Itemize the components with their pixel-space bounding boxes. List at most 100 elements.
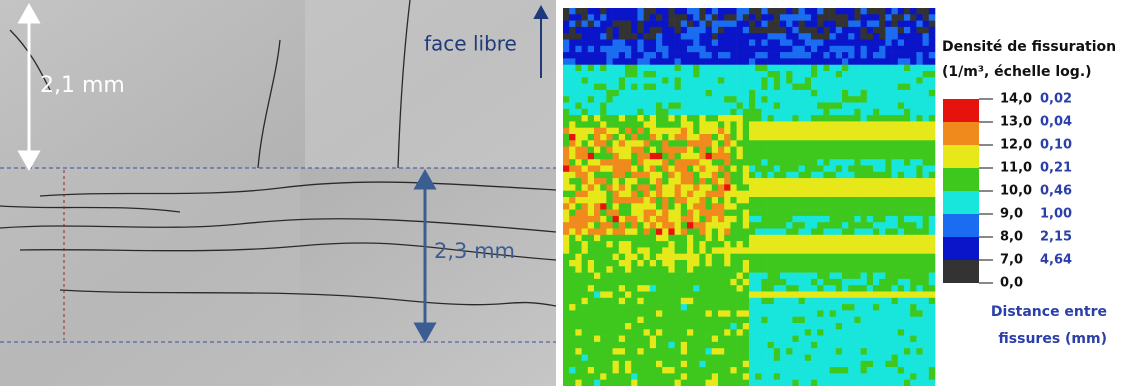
heatmap-cell: [916, 8, 923, 15]
heatmap-cell: [817, 8, 824, 15]
heatmap-cell: [854, 278, 861, 286]
heatmap-cell: [891, 247, 899, 254]
heatmap-cell: [873, 234, 880, 242]
heatmap-cell: [885, 272, 892, 280]
heatmap-cell: [668, 297, 675, 305]
heatmap-cell: [773, 341, 781, 349]
heatmap-cell: [891, 354, 899, 362]
heatmap-cell: [612, 20, 620, 28]
heatmap-cell: [792, 234, 799, 242]
heatmap-cell: [854, 45, 861, 53]
heatmap-cell: [631, 247, 638, 254]
heatmap-cell: [637, 203, 644, 210]
heatmap-cell: [693, 297, 700, 305]
heatmap-cell: [581, 266, 589, 273]
heatmap-cell: [804, 45, 812, 53]
heatmap-cell: [581, 304, 589, 311]
heatmap-cell: [922, 64, 930, 72]
heatmap-cell: [656, 373, 663, 380]
heatmap-cell: [792, 64, 799, 72]
heatmap-cell: [767, 14, 775, 21]
heatmap-cell: [749, 165, 756, 173]
heatmap-cell: [928, 203, 936, 210]
heatmap-cell: [842, 39, 849, 47]
heatmap-cell: [724, 310, 731, 317]
heatmap-cell: [662, 71, 669, 78]
heatmap-cell: [829, 323, 837, 330]
heatmap-cell: [848, 367, 855, 374]
heatmap-cell: [730, 367, 737, 374]
heatmap-cell: [656, 379, 663, 386]
heatmap-cell: [637, 115, 644, 122]
heatmap-cell: [699, 247, 706, 254]
heatmap-cell: [860, 83, 868, 91]
heatmap-cell: [792, 323, 799, 330]
heatmap-cell: [773, 209, 781, 217]
heatmap-cell: [594, 222, 601, 229]
heatmap-cell: [848, 159, 855, 166]
heatmap-cell: [662, 96, 669, 103]
heatmap-cell: [643, 360, 651, 368]
heatmap-cell: [711, 247, 719, 254]
heatmap-cell: [718, 209, 725, 217]
heatmap-cell: [742, 184, 750, 191]
heatmap-cell: [563, 222, 570, 229]
heatmap-cell: [730, 83, 737, 91]
heatmap-cell: [773, 304, 781, 311]
heatmap-cell: [860, 278, 868, 286]
heatmap-cell: [674, 247, 682, 254]
heatmap-cell: [718, 310, 725, 317]
heatmap-cell: [575, 178, 582, 185]
heatmap-cell: [860, 134, 868, 141]
heatmap-cell: [767, 140, 775, 147]
heatmap-cell: [631, 222, 638, 229]
heatmap-cell: [612, 310, 620, 317]
heatmap-cell: [711, 379, 719, 386]
heatmap-cell: [606, 102, 613, 110]
heatmap-cell: [563, 115, 570, 122]
heatmap-cell: [786, 45, 793, 53]
heatmap-cell: [873, 52, 880, 59]
heatmap-cell: [581, 64, 589, 72]
heatmap-cell: [842, 89, 849, 97]
heatmap-cell: [687, 360, 694, 368]
heatmap-cell: [860, 115, 868, 122]
heatmap-cell: [860, 184, 868, 191]
heatmap-cell: [587, 278, 595, 286]
heatmap-cell: [600, 184, 607, 191]
heatmap-cell: [625, 272, 632, 280]
heatmap-cell: [606, 26, 613, 34]
heatmap-cell: [928, 26, 936, 34]
heatmap-cell: [817, 379, 824, 386]
heatmap-cell: [618, 152, 626, 160]
heatmap-cell: [575, 96, 582, 103]
heatmap-cell: [904, 323, 911, 330]
heatmap-cell: [600, 228, 607, 236]
heatmap-cell: [928, 310, 936, 317]
heatmap-cell: [563, 52, 570, 59]
heatmap-cell: [649, 278, 657, 286]
heatmap-cell: [860, 178, 868, 185]
heatmap-cell: [705, 33, 713, 40]
heatmap-cell: [854, 52, 861, 59]
heatmap-cell: [680, 89, 688, 97]
heatmap-cell: [718, 58, 725, 65]
heatmap-cell: [656, 71, 663, 78]
heatmap-cell: [730, 121, 737, 128]
heatmap-cell: [575, 253, 582, 261]
heatmap-cell: [724, 127, 731, 135]
heatmap-cell: [811, 209, 818, 217]
heatmap-cell: [656, 247, 663, 254]
heatmap-cell: [897, 190, 905, 198]
heatmap-cell: [575, 52, 582, 59]
heatmap-cell: [860, 354, 868, 362]
level-label: 9,0: [1000, 207, 1023, 222]
heatmap-cell: [618, 115, 626, 122]
heatmap-cell: [705, 260, 713, 267]
heatmap-cell: [823, 222, 830, 229]
heatmap-cell: [835, 64, 843, 72]
heatmap-cell: [594, 45, 601, 53]
heatmap-cell: [773, 178, 781, 185]
heatmap-cell: [699, 367, 706, 374]
heatmap-cell: [631, 33, 638, 40]
